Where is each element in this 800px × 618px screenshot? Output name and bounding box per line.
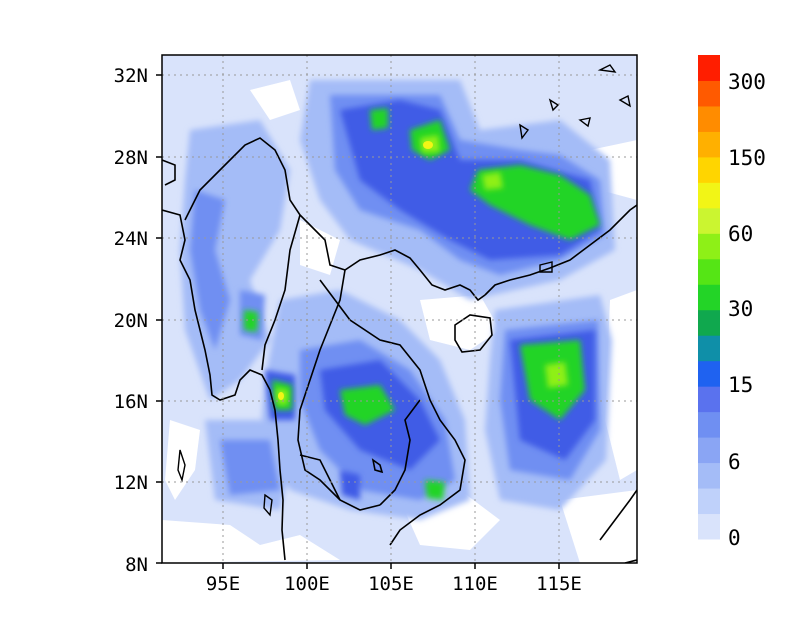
colorbar-swatch — [698, 233, 720, 260]
grid — [162, 55, 637, 563]
islands — [177, 64, 631, 517]
colorbar — [698, 55, 720, 540]
colorbar-swatch — [698, 309, 720, 336]
colorbar-swatch — [698, 513, 720, 540]
lat-label: 28N — [114, 147, 148, 169]
colorbar-label: 15 — [728, 373, 753, 397]
lat-label: 32N — [114, 65, 148, 87]
lon-label: 115E — [536, 573, 582, 595]
latitude-axis: 32N 28N 24N 20N 16N 12N 8N — [114, 65, 148, 576]
longitude-axis: 95E 100E 105E 110E 115E — [206, 573, 582, 595]
colorbar-label: 30 — [728, 297, 753, 321]
colorbar-label: 0 — [728, 526, 741, 550]
colorbar-swatch — [698, 258, 720, 285]
colorbar-swatch — [698, 105, 720, 132]
colorbar-swatch — [698, 207, 720, 234]
lon-label: 110E — [452, 573, 498, 595]
colorbar-swatch — [698, 462, 720, 489]
lat-label: 16N — [114, 391, 148, 413]
axis-ticks — [156, 74, 560, 569]
colorbar-swatch — [698, 488, 720, 515]
no-rain-patches — [162, 80, 637, 563]
colorbar-swatch — [698, 80, 720, 107]
max-rain-cores — [278, 141, 433, 400]
colorbar-swatch — [698, 284, 720, 311]
lon-label: 95E — [206, 573, 240, 595]
lon-label: 100E — [284, 573, 330, 595]
colorbar-swatch — [698, 335, 720, 362]
colorbar-swatch — [698, 156, 720, 183]
plot-frame — [161, 54, 638, 564]
colorbar-label: 150 — [728, 146, 766, 170]
colorbar-swatch — [698, 386, 720, 413]
colorbar-labels: 300 150 60 30 15 6 0 — [728, 70, 766, 550]
colorbar-swatch — [698, 131, 720, 158]
precipitation-field — [162, 55, 637, 563]
colorbar-swatch — [698, 437, 720, 464]
lat-label: 12N — [114, 472, 148, 494]
colorbar-swatch — [698, 55, 720, 81]
colorbar-label: 60 — [728, 222, 753, 246]
colorbar-swatch — [698, 411, 720, 438]
lon-label: 105E — [368, 573, 414, 595]
lat-label: 24N — [114, 228, 148, 250]
colorbar-label: 6 — [728, 450, 741, 474]
colorbar-swatch — [698, 360, 720, 387]
peak-rain-cores — [276, 135, 568, 405]
colorbar-swatch — [698, 182, 720, 209]
colorbar-label: 300 — [728, 70, 766, 94]
lat-label: 8N — [125, 554, 148, 576]
lat-label: 20N — [114, 310, 148, 332]
